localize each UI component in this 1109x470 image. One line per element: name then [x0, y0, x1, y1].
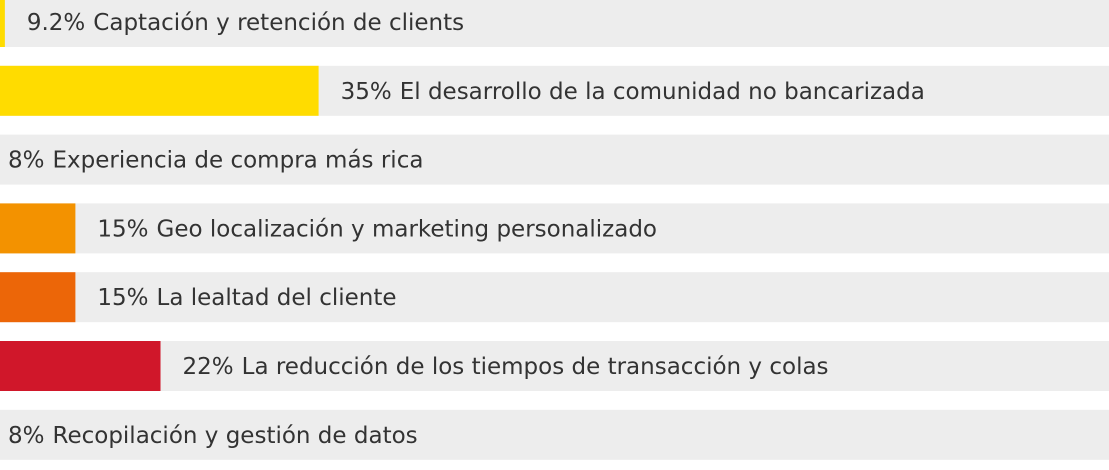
value-label: 9.2% [27, 10, 85, 36]
value-label: 15% [97, 216, 148, 242]
category-label: Geo localización y marketing personaliza… [157, 216, 657, 242]
row-background [0, 203, 1109, 254]
value-label: 8% [8, 147, 45, 173]
bar [0, 272, 76, 323]
value-label: 15% [97, 285, 148, 311]
value-label: 8% [8, 422, 45, 448]
bar-label: 35% El desarrollo de la comunidad no banc… [341, 78, 925, 104]
value-label: 35% [341, 78, 392, 104]
value-label: 22% [183, 354, 234, 380]
bar-label: 15% Geo localización y marketing personal… [97, 216, 657, 242]
bar [0, 65, 319, 116]
category-label: Captación y retención de clients [93, 10, 464, 36]
bar [0, 203, 76, 254]
row-background [0, 341, 1109, 391]
bar [0, 0, 5, 47]
row-background [0, 272, 1109, 323]
bar-label: 8% Experiencia de compra más rica [8, 147, 423, 173]
bar-label: 8% Recopilación y gestión de datos [8, 422, 418, 448]
row-background [0, 0, 1109, 47]
bar [0, 341, 161, 391]
bar-label: 9.2% Captación y retención de clients [27, 10, 464, 36]
category-label: La lealtad del cliente [157, 285, 397, 311]
category-label: Recopilación y gestión de datos [53, 422, 418, 448]
row-background [0, 409, 1109, 460]
category-label: El desarrollo de la comunidad no bancari… [400, 78, 925, 104]
row-background [0, 134, 1109, 185]
category-label: Experiencia de compra más rica [53, 147, 424, 173]
bar-label: 22% La reducción de los tiempos de transa… [183, 354, 829, 380]
category-label: La reducción de los tiempos de transacci… [242, 354, 829, 380]
bar-label: 15% La lealtad del cliente [97, 285, 396, 311]
